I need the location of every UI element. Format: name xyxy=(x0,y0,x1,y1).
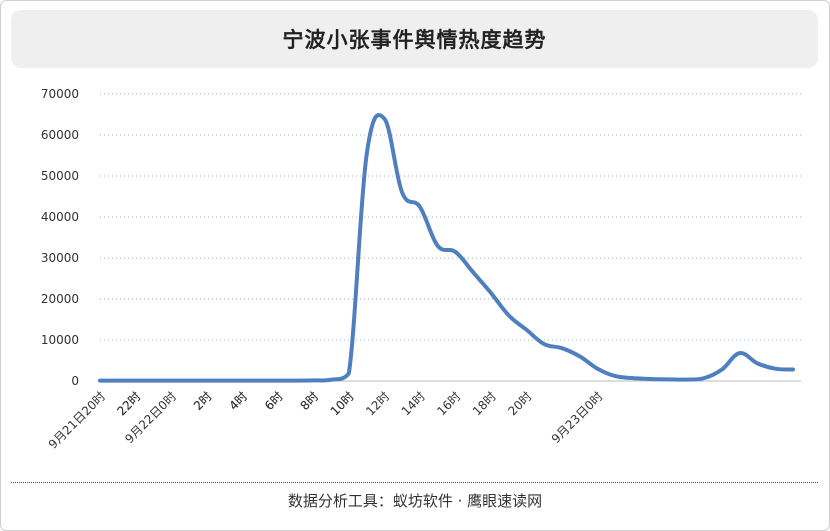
y-tick-label: 30000 xyxy=(41,251,79,265)
title-bar: 宁波小张事件舆情热度趋势 xyxy=(11,10,818,68)
y-tick-label: 50000 xyxy=(41,169,79,183)
x-tick-label: 6时 xyxy=(262,389,286,413)
x-tick-label: 10时 xyxy=(328,389,357,418)
x-tick-label: 14时 xyxy=(399,389,428,418)
y-tick-label: 40000 xyxy=(41,210,79,224)
y-tick-label: 20000 xyxy=(41,292,79,306)
series-line xyxy=(98,113,795,383)
y-tick-label: 70000 xyxy=(41,87,79,101)
x-tick-label: 16时 xyxy=(434,389,463,418)
chart-title: 宁波小张事件舆情热度趋势 xyxy=(282,28,547,52)
x-tick-label: 9月23日0时 xyxy=(549,389,606,446)
y-tick-label: 10000 xyxy=(41,333,79,347)
y-tick-label: 60000 xyxy=(41,128,79,142)
x-tick-label: 20时 xyxy=(505,389,534,418)
x-tick-label: 22时 xyxy=(114,389,143,418)
footer-credit: 数据分析工具：蚁坊软件 · 鹰眼速读网 xyxy=(287,492,543,510)
x-tick-label: 8时 xyxy=(298,389,322,413)
x-tick-label: 2时 xyxy=(191,389,215,413)
x-tick-label: 9月21日20时 xyxy=(46,389,108,451)
x-tick-label: 18时 xyxy=(470,389,499,418)
x-tick-label: 4时 xyxy=(226,389,250,413)
y-tick-label: 0 xyxy=(71,374,79,388)
footer-divider xyxy=(11,482,818,483)
line-chart: 0 10000 20000 30000 40000 50000 60000 70000 9月21… xyxy=(41,87,801,452)
x-tick-label: 12时 xyxy=(363,389,392,418)
